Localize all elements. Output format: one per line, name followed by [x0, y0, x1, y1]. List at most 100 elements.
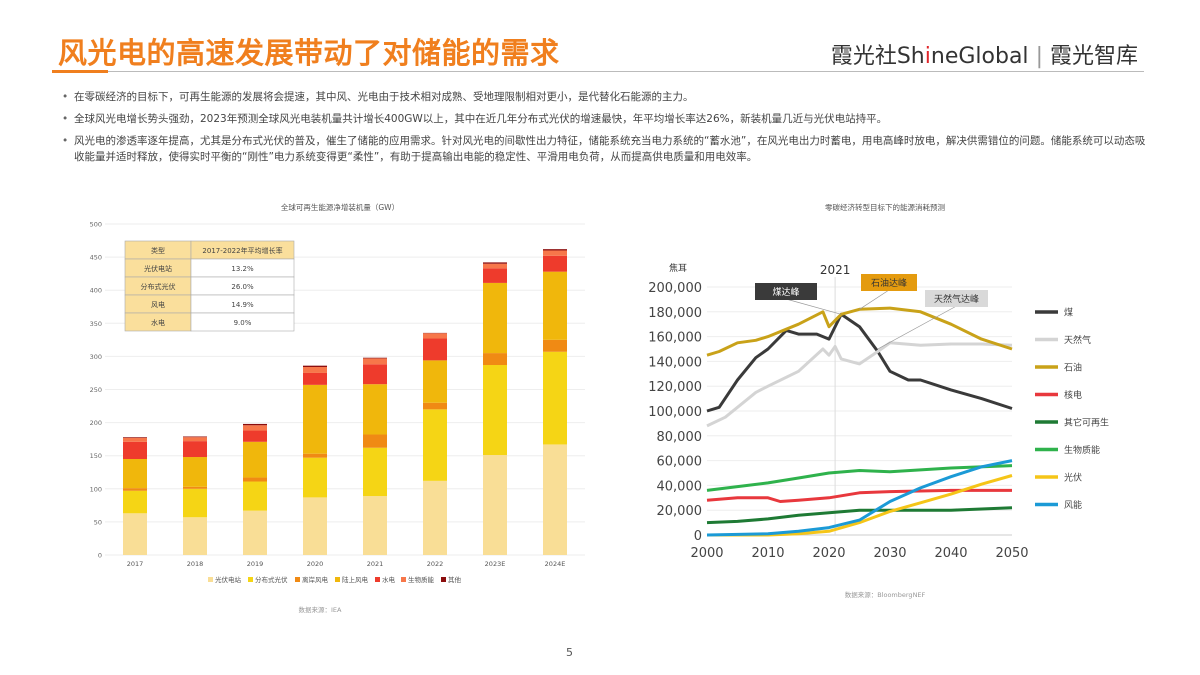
legend-label: 煤: [1064, 307, 1073, 319]
bar-segment: [363, 357, 387, 359]
bar-segment: [243, 430, 267, 442]
x-tick-label: 2018: [187, 560, 204, 568]
x-tick-label: 2050: [995, 546, 1028, 561]
bar-segment: [243, 423, 267, 426]
bar-segment: [123, 441, 147, 460]
bar-segment: [543, 339, 567, 352]
y-tick-label: 140,000: [648, 355, 702, 370]
y-tick-label: 200,000: [648, 281, 702, 296]
bar-segment: [543, 351, 567, 445]
legend-swatch: [335, 577, 340, 582]
bullet-item: 在零碳经济的目标下，可再生能源的发展将会提速，其中风、光电由于技术相对成熟、受地…: [62, 89, 1152, 105]
source-note: 数据来源：BloombergNEF: [845, 590, 926, 599]
bar-segment: [543, 444, 567, 555]
legend-label: 生物质能: [1064, 444, 1100, 456]
bar-segment: [183, 517, 207, 555]
bar-segment: [483, 263, 507, 269]
table-text: 风电: [151, 300, 165, 309]
bar-segment: [363, 496, 387, 555]
y-tick-label: 60,000: [657, 455, 703, 470]
x-tick-label: 2040: [934, 546, 967, 561]
annotation-box: [755, 283, 817, 300]
bar-segment: [423, 480, 447, 555]
series-line: [706, 506, 1013, 525]
bar-segment: [423, 333, 447, 339]
chart-title: 全球可再生能源净增装机量（GW）: [281, 202, 399, 212]
bar-segment: [243, 510, 267, 555]
y-axis-label: 焦耳: [669, 262, 687, 274]
legend-label: 其它可再生: [1064, 417, 1109, 429]
y-tick-label: 160,000: [648, 331, 702, 346]
x-tick-label: 2022: [427, 560, 444, 568]
bar-segment: [303, 366, 327, 373]
y-tick-label: 0: [98, 552, 102, 560]
bar-segment: [483, 455, 507, 555]
y-tick-label: 0: [694, 529, 702, 544]
brand-text: neGlobal: [930, 44, 1029, 69]
bar-segment: [243, 425, 267, 431]
legend-label: 生物质能: [408, 575, 435, 584]
x-tick-label: 2023E: [485, 560, 506, 568]
table-text: 分布式光伏: [141, 282, 176, 291]
bar-segment: [543, 255, 567, 272]
bar-segment: [363, 384, 387, 435]
x-tick-label: 2020: [812, 546, 845, 561]
y-tick-label: 120,000: [648, 380, 702, 395]
bar-segment: [423, 338, 447, 361]
bar-chart: 全球可再生能源净增装机量（GW） 0 50 100 150 200 250 300 350 400…: [90, 202, 585, 614]
legend-label: 光伏电站: [215, 575, 242, 584]
x-tick-label: 2019: [247, 560, 264, 568]
legend-label: 分布式光伏: [255, 575, 288, 584]
x-tick-label: 2021: [367, 560, 384, 568]
y-tick-label: 100: [90, 485, 102, 493]
page-number: 5: [566, 646, 573, 659]
source-note: 数据来源：IEA: [299, 605, 343, 614]
legend-label: 光伏: [1064, 472, 1082, 484]
series-line: [706, 341, 1013, 428]
y-tick-label: 150: [90, 452, 102, 460]
legend-swatch: [248, 577, 253, 582]
header-divider: [52, 71, 1144, 72]
legend-label: 离岸风电: [302, 575, 329, 584]
legend-label: 核电: [1064, 389, 1082, 401]
series-line: [706, 488, 1012, 503]
annotation-box: [861, 274, 917, 291]
table-text: 光伏电站: [144, 264, 172, 273]
y-tick-label: 20,000: [657, 504, 703, 519]
y-tick-label: 250: [90, 386, 102, 394]
y-tick-label: 80,000: [657, 430, 703, 445]
bar-segment: [123, 488, 147, 491]
y-tick-label: 50: [94, 518, 102, 526]
table-text: 2017-2022年平均增长率: [202, 246, 282, 255]
bar-segment: [243, 441, 267, 478]
x-tick-label: 2010: [751, 546, 784, 561]
legend-label: 天然气: [1064, 334, 1091, 346]
y-tick-label: 500: [90, 221, 102, 229]
table-text: 13.2%: [231, 265, 254, 273]
bar-segment: [243, 481, 267, 511]
brand-logo: 霞光社ShineGlobal | 霞光智库: [831, 38, 1138, 70]
bar-segment: [483, 353, 507, 366]
table-cell: [190, 312, 295, 332]
table-text: 14.9%: [231, 301, 254, 309]
bar-segment: [183, 486, 207, 489]
bar-segment: [183, 441, 207, 458]
y-tick-label: 200: [90, 419, 102, 427]
y-tick-label: 40,000: [657, 479, 703, 494]
y-tick-label: 100,000: [648, 405, 702, 420]
bar-segment: [483, 268, 507, 283]
bar-segment: [543, 249, 567, 251]
annotation-box: [925, 290, 988, 307]
bar-segment: [303, 372, 327, 385]
bar-segment: [123, 513, 147, 555]
x-tick-label: 2030: [873, 546, 906, 561]
bar-segment: [303, 497, 327, 555]
annotation-label: 石油达峰: [871, 277, 907, 289]
bar-segment: [183, 437, 207, 442]
bar-segment: [543, 250, 567, 256]
bar-segment: [243, 477, 267, 482]
bar-segment: [543, 271, 567, 340]
table-text: 9.0%: [234, 319, 252, 327]
x-tick-label: 2000: [690, 546, 723, 561]
bar-segment: [363, 447, 387, 497]
